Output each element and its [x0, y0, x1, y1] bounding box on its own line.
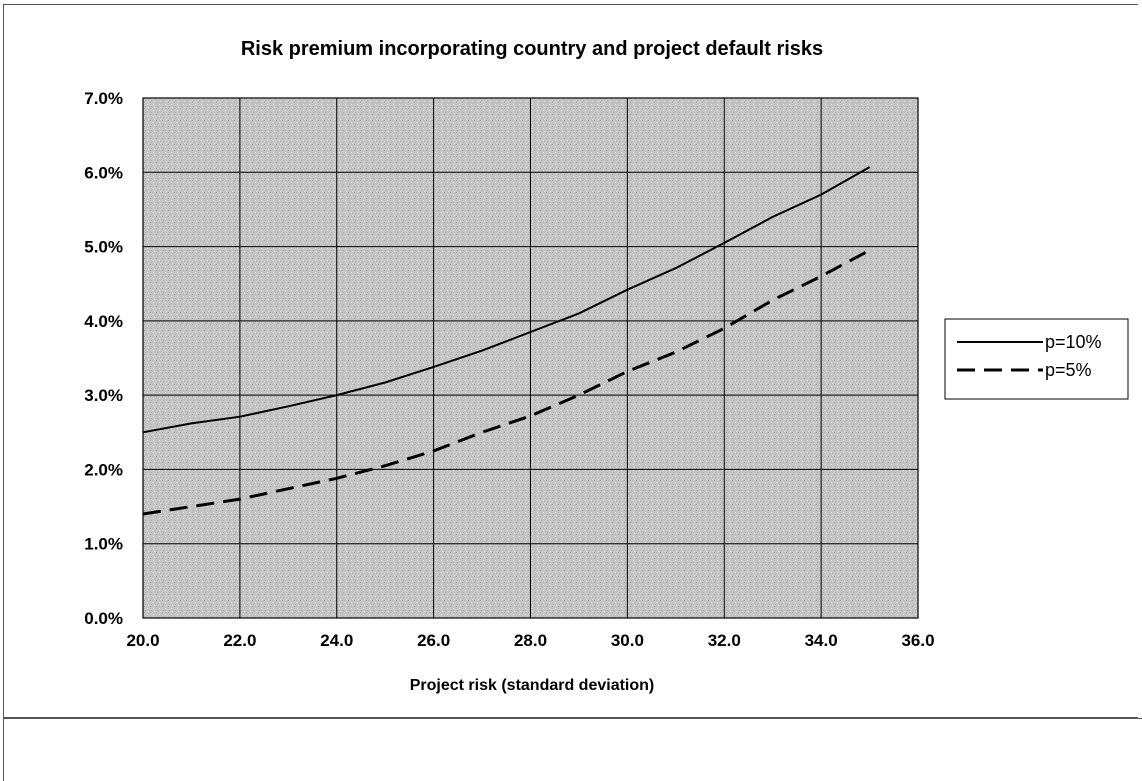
plot-border — [142, 97, 919, 619]
y-tick-label: 2.0% — [84, 460, 123, 479]
legend-box — [944, 318, 1129, 400]
x-tick-label: 28.0 — [514, 631, 547, 650]
x-tick-label: 22.0 — [223, 631, 256, 650]
x-tick-label: 36.0 — [901, 631, 934, 650]
x-axis-label: Project risk (standard deviation) — [410, 677, 655, 694]
x-tick-label: 34.0 — [805, 631, 838, 650]
legend: p=10% p=5% — [944, 318, 1129, 400]
bottom-rule — [3, 718, 1142, 719]
y-tick-label: 3.0% — [84, 386, 123, 405]
legend-label-1: p=10% — [1045, 332, 1102, 352]
y-tick-label: 5.0% — [84, 238, 123, 257]
left-rule — [3, 718, 4, 781]
x-tick-label: 26.0 — [417, 631, 450, 650]
series-line-2 — [142, 248, 871, 516]
y-tick-label: 4.0% — [84, 312, 123, 331]
y-tick-label: 6.0% — [84, 163, 123, 182]
chart-title: Risk premium incorporating country and p… — [241, 38, 823, 60]
series-line-1 — [142, 166, 871, 434]
y-tick-label: 7.0% — [84, 89, 123, 108]
y-tick-label: 1.0% — [84, 535, 123, 554]
y-tick-label: 0.0% — [84, 609, 123, 628]
legend-label-2: p=5% — [1045, 360, 1092, 380]
x-tick-label: 20.0 — [126, 631, 159, 650]
x-tick-label: 24.0 — [320, 631, 353, 650]
x-tick-label: 30.0 — [611, 631, 644, 650]
x-tick-label: 32.0 — [708, 631, 741, 650]
